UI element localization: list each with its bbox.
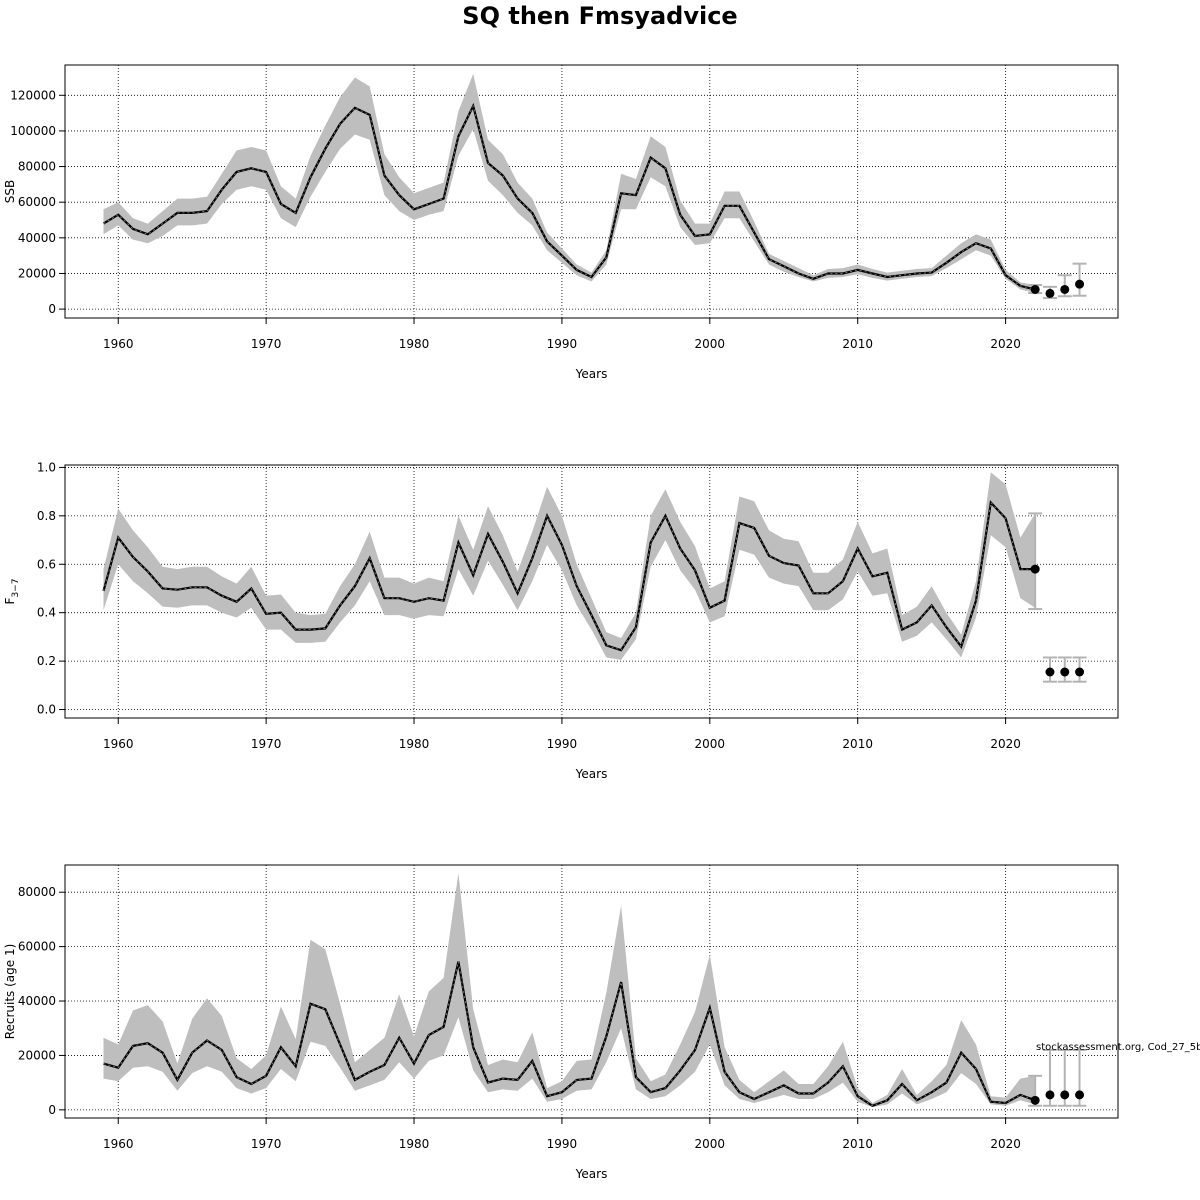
page-title: SQ then Fmsyadvice	[462, 2, 738, 30]
estimate-line	[103, 961, 1036, 1108]
y-tick-label: 0.8	[37, 509, 56, 523]
y-axis-label: F3−7	[3, 579, 21, 605]
panel-2: 1960 1970 1980 1990 2000 2010 2020 0.0 0.2 0.4 0.6…	[3, 460, 1119, 781]
panel-1: 1960 1970 1980 1990 2000 2010 2020 0 20000 40000 6…	[3, 64, 1119, 381]
x-axis-label: Years	[575, 367, 608, 381]
y-axis-label: SSB	[3, 180, 17, 203]
y-tick-label: 100000	[10, 124, 56, 138]
y-axis-label-main: F	[3, 597, 17, 604]
y-tick-label: 40000	[18, 994, 56, 1008]
x-tick-label: 2020	[990, 337, 1021, 351]
y-tick-label: 60000	[18, 195, 56, 209]
x-tick-label: 2000	[695, 737, 726, 751]
x-tick-label: 2010	[842, 337, 873, 351]
y-tick-label: 80000	[18, 885, 56, 899]
forecast-point	[1045, 1090, 1055, 1100]
x-tick-label: 1960	[103, 737, 134, 751]
y-tick-label: 1.0	[37, 460, 56, 474]
y-axis-label: Recruits (age 1)	[3, 944, 17, 1040]
y-tick-label: 120000	[10, 88, 56, 102]
x-tick-label: 1970	[251, 337, 282, 351]
x-tick-label: 1990	[547, 1137, 578, 1151]
x-axis-label: Years	[575, 1167, 608, 1181]
estimate-line-dotted	[103, 104, 1036, 290]
estimate-line-dotted	[103, 501, 1036, 651]
estimate-line	[102, 102, 1036, 291]
x-tick-label: 2000	[695, 1137, 726, 1151]
forecast-point	[1075, 667, 1085, 677]
x-axis-label: Years	[575, 767, 608, 781]
forecast-point	[1060, 284, 1070, 294]
x-tick-label: 2000	[695, 337, 726, 351]
y-axis-label-sub: 3−7	[11, 579, 21, 598]
plot-frame	[64, 64, 1119, 319]
forecast-point	[1075, 1090, 1085, 1100]
y-tick-label: 0.4	[37, 606, 56, 620]
x-tick-label: 2020	[990, 1137, 1021, 1151]
x-tick-label: 1970	[251, 1137, 282, 1151]
x-tick-label: 1990	[547, 337, 578, 351]
forecast-point	[1030, 1095, 1040, 1105]
y-tick-label: 0.6	[37, 557, 56, 571]
confidence-band	[103, 873, 1036, 1108]
panel-3: 1960 1970 1980 1990 2000 2010 2020 0 20000 40000 6…	[3, 864, 1119, 1181]
forecast-point	[1075, 279, 1085, 289]
x-tick-label: 1970	[251, 737, 282, 751]
confidence-band	[103, 73, 1036, 294]
x-tick-label: 1960	[103, 1137, 134, 1151]
y-tick-label: 20000	[18, 266, 56, 280]
x-tick-label: 1980	[399, 337, 430, 351]
x-tick-label: 1980	[399, 1137, 430, 1151]
x-tick-label: 1960	[103, 337, 134, 351]
forecast-point	[1030, 284, 1040, 294]
plot-frame	[64, 864, 1119, 1119]
x-tick-label: 1990	[547, 737, 578, 751]
forecast-point	[1060, 1090, 1070, 1100]
y-tick-label: 60000	[18, 940, 56, 954]
forecast-point	[1060, 667, 1070, 677]
x-tick-label: 1980	[399, 737, 430, 751]
y-tick-label: 0.2	[37, 654, 56, 668]
y-tick-label: 40000	[18, 231, 56, 245]
x-tick-label: 2020	[990, 737, 1021, 751]
forecast-point	[1030, 564, 1040, 574]
x-tick-label: 2010	[842, 737, 873, 751]
x-tick-label: 2010	[842, 1137, 873, 1151]
y-tick-label: 0	[48, 1103, 56, 1117]
y-tick-label: 0.0	[37, 703, 56, 717]
forecast-point	[1045, 667, 1055, 677]
watermark-text: stockassessment.org, Cod_27_5b	[1036, 1042, 1200, 1053]
y-tick-label: 20000	[18, 1048, 56, 1062]
plot-frame	[64, 464, 1119, 719]
y-tick-label: 80000	[18, 160, 56, 174]
forecast-point	[1045, 288, 1055, 298]
y-tick-label: 0	[48, 302, 56, 316]
